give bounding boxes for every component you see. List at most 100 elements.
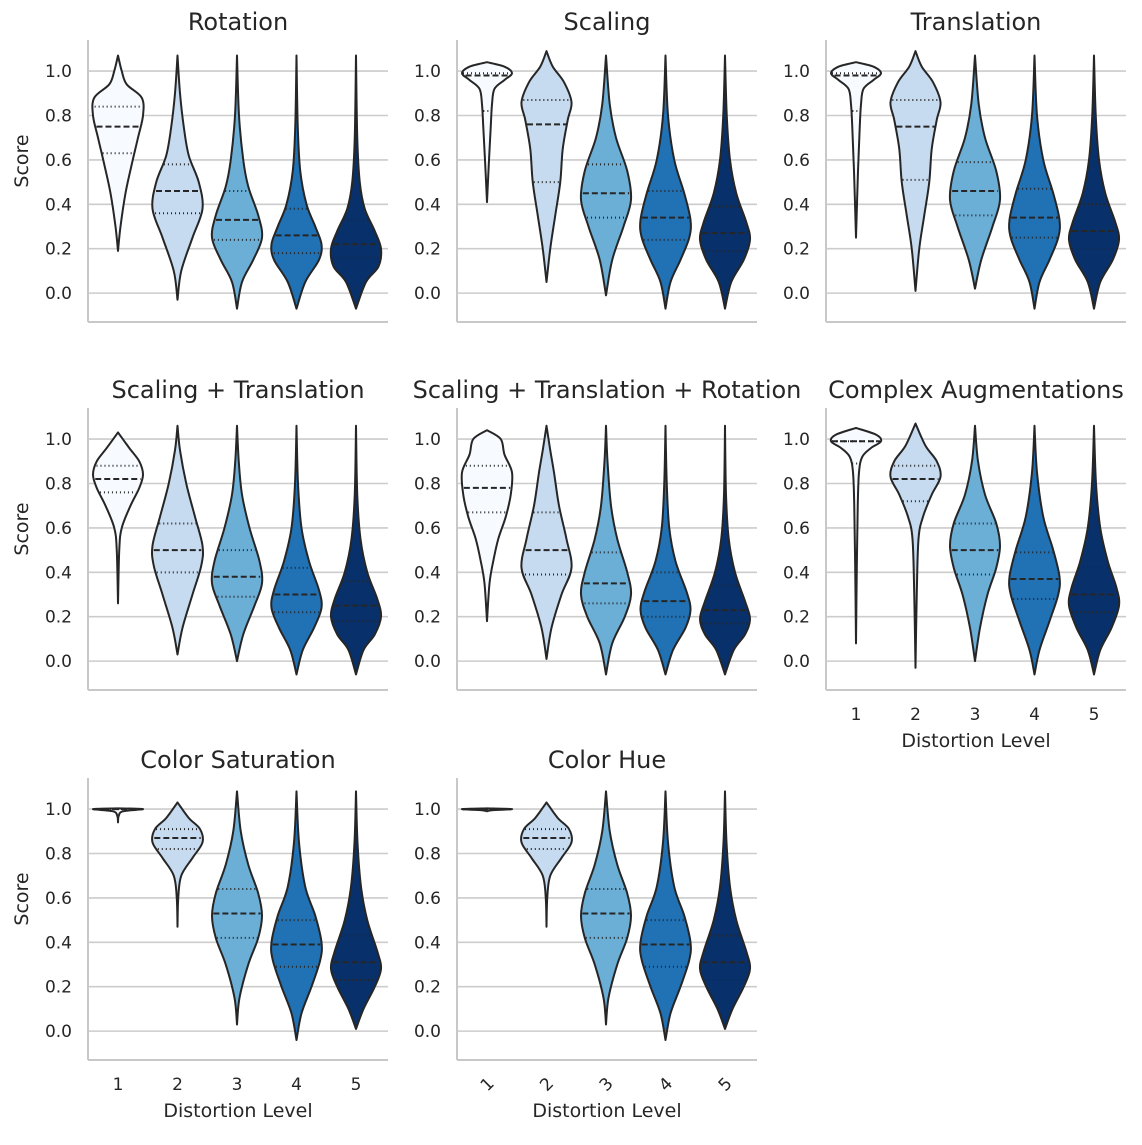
- x-tick-label: 2: [536, 1074, 558, 1096]
- y-tick-label: 0.2: [45, 608, 72, 628]
- x-tick-label: 1: [851, 705, 862, 725]
- violin-4: [1008, 424, 1061, 676]
- violin-2: [520, 801, 573, 928]
- x-tick-label: 1: [477, 1074, 499, 1096]
- x-tick-label: 2: [172, 1075, 183, 1095]
- y-tick-label: 0.6: [45, 519, 72, 539]
- x-axis-label: Distortion Level: [901, 730, 1050, 752]
- violin-2: [150, 424, 205, 656]
- y-tick-label: 1.0: [783, 62, 810, 82]
- y-tick-label: 0.2: [783, 240, 810, 260]
- violin-1: [830, 61, 882, 239]
- violin-2: [151, 801, 204, 928]
- violin-2: [889, 50, 942, 292]
- violin-4: [639, 790, 692, 1042]
- violin-4: [270, 54, 323, 310]
- y-tick-label: 0.6: [414, 151, 441, 171]
- violin-5: [329, 424, 383, 676]
- x-tick-label: 3: [970, 705, 981, 725]
- violin-1: [91, 54, 145, 252]
- y-tick-label: 0.0: [45, 1022, 72, 1042]
- y-tick-label: 0.8: [414, 844, 441, 864]
- y-tick-label: 0.4: [783, 563, 810, 583]
- y-tick-label: 1.0: [783, 430, 810, 450]
- y-axis-label: Score: [11, 134, 33, 187]
- violin-5: [699, 424, 751, 676]
- y-tick-label: 0.2: [45, 240, 72, 260]
- y-tick-label: 0.6: [414, 519, 441, 539]
- y-tick-label: 1.0: [414, 800, 441, 820]
- y-tick-label: 0.8: [45, 106, 72, 126]
- y-tick-label: 0.0: [783, 284, 810, 304]
- panel-title: Translation: [910, 8, 1042, 36]
- y-tick-label: 0.4: [45, 563, 72, 583]
- x-tick-label: 1: [113, 1075, 124, 1095]
- violin-4: [270, 424, 323, 676]
- y-tick-label: 1.0: [414, 430, 441, 450]
- y-axis-label: Score: [11, 872, 33, 925]
- panel-8: Color Hue 0.0 0.2 0.4 0.6 0.8 1.0 1 2 3 4 5 Distorti…: [414, 746, 757, 1122]
- panel-title: Color Saturation: [140, 746, 335, 774]
- y-tick-label: 0.8: [45, 474, 72, 494]
- y-tick-label: 0.0: [45, 652, 72, 672]
- y-tick-label: 0.4: [414, 195, 441, 215]
- x-tick-label: 3: [596, 1074, 618, 1096]
- y-axis-label: Score: [11, 502, 33, 555]
- x-tick-label: 4: [655, 1074, 677, 1096]
- violin-3: [579, 424, 633, 676]
- panel-3: Translation 0.0 0.2 0.4 0.6 0.8 1.0: [783, 8, 1126, 323]
- y-tick-label: 0.2: [783, 608, 810, 628]
- x-tick-label: 5: [1089, 705, 1100, 725]
- violin-3: [580, 790, 632, 1026]
- y-tick-label: 0.8: [414, 106, 441, 126]
- violin-3: [210, 424, 264, 663]
- y-tick-label: 0.8: [783, 474, 810, 494]
- y-tick-label: 0.0: [45, 284, 72, 304]
- violin-3: [210, 54, 264, 310]
- y-tick-label: 0.0: [414, 652, 441, 672]
- violin-1: [92, 431, 144, 605]
- x-axis-label: Distortion Level: [163, 1100, 312, 1122]
- y-tick-label: 0.8: [414, 474, 441, 494]
- violin-5: [1067, 424, 1121, 676]
- y-tick-label: 0.6: [414, 889, 441, 909]
- y-tick-label: 1.0: [414, 62, 441, 82]
- panel-title: Scaling + Translation: [111, 376, 364, 404]
- violin-5: [698, 790, 752, 1030]
- y-tick-label: 0.2: [414, 240, 441, 260]
- x-tick-label: 4: [291, 1075, 302, 1095]
- violin-2: [520, 424, 573, 660]
- violin-5: [329, 790, 383, 1030]
- x-tick-label: 5: [715, 1074, 737, 1096]
- violin-5: [698, 54, 752, 310]
- panel-7: Color Saturation 0.0 0.2 0.4 0.6 0.8 1.0 Score 1…: [11, 746, 388, 1122]
- violin-4: [639, 54, 692, 310]
- y-tick-label: 0.4: [45, 933, 72, 953]
- violin-5: [1067, 54, 1121, 310]
- violin-2: [520, 50, 573, 284]
- y-tick-label: 0.2: [414, 608, 441, 628]
- violin-2: [889, 422, 942, 669]
- panel-title: Rotation: [188, 8, 288, 36]
- y-tick-label: 0.8: [45, 844, 72, 864]
- x-tick-label: 4: [1029, 705, 1040, 725]
- panel-title: Scaling + Translation + Rotation: [413, 376, 802, 404]
- panel-1: Rotation 0.0 0.2 0.4 0.6 0.8 1.0 Score: [11, 8, 388, 323]
- y-tick-label: 0.0: [414, 284, 441, 304]
- violin-1: [461, 61, 513, 204]
- y-tick-label: 0.2: [414, 978, 441, 998]
- panel-4: Scaling + Translation 0.0 0.2 0.4 0.6 0.8 1.0 S…: [11, 376, 388, 691]
- violin-4: [270, 790, 323, 1042]
- panel-title: Complex Augmentations: [828, 376, 1124, 404]
- violin-3: [948, 54, 1002, 290]
- panel-title: Color Hue: [548, 746, 666, 774]
- violin-1: [91, 807, 145, 824]
- y-tick-label: 0.4: [783, 195, 810, 215]
- x-tick-label: 2: [910, 705, 921, 725]
- violin-4: [639, 424, 692, 676]
- y-tick-label: 1.0: [45, 800, 72, 820]
- x-axis-label: Distortion Level: [532, 1100, 681, 1122]
- y-tick-label: 1.0: [45, 62, 72, 82]
